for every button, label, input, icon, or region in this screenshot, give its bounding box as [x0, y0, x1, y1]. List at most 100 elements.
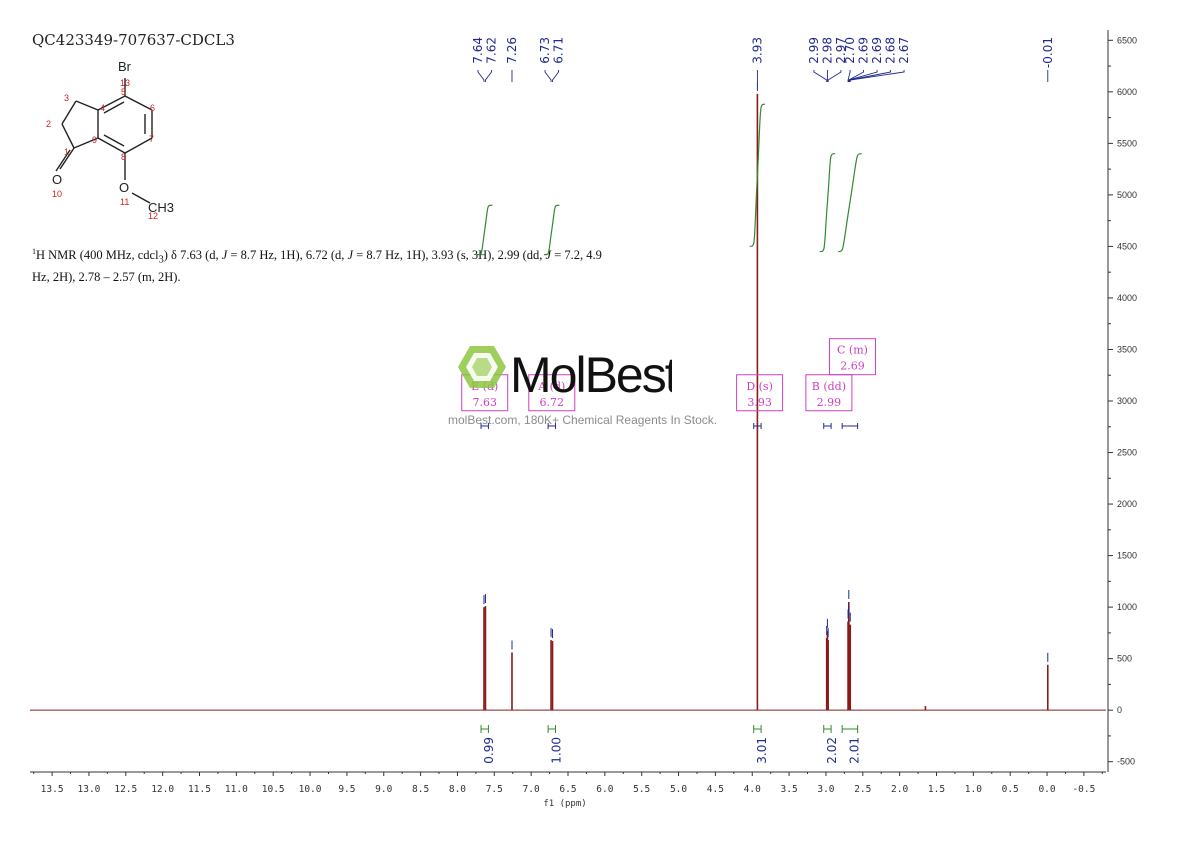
integral-value: 2.02 [825, 737, 839, 764]
y-tick-label: 6500 [1117, 35, 1137, 45]
peak-label: 3.93 [750, 37, 764, 64]
atom-label-o-ether: O [119, 180, 129, 195]
y-tick-label: 1000 [1117, 602, 1137, 612]
peak-label: 6.71 [552, 37, 566, 64]
structure-bonds [55, 78, 153, 204]
multiplet-label: A (d) [537, 380, 565, 393]
x-tick-label: 13.0 [78, 784, 101, 795]
x-tick-label: 10.0 [299, 784, 322, 795]
x-tick-label: 5.5 [633, 784, 650, 795]
molbest-brand-text: MolBest [510, 347, 672, 402]
multiplet-shift: 2.69 [840, 360, 865, 373]
sample-title: QC423349-707637-CDCL3 [32, 31, 235, 49]
atom-number-9: 9 [92, 135, 97, 145]
peak-label: 2.97 [834, 37, 848, 64]
x-tick-label: 1.0 [965, 784, 982, 795]
peak-label: 7.62 [484, 37, 498, 64]
x-tick-label: 0.0 [1038, 784, 1055, 795]
peak-label-leader [849, 70, 892, 82]
integral-value: 2.01 [847, 737, 861, 764]
multiplet-label: D (s) [746, 380, 773, 393]
peak-label-leader [848, 70, 878, 82]
atom-number-13: 13 [120, 78, 130, 88]
atom-number-11: 11 [120, 197, 129, 207]
multiplet-label: B (dd) [812, 380, 846, 393]
integral-curve [544, 204, 560, 256]
multiplet-box [805, 374, 853, 412]
peak-label-leader [827, 70, 842, 82]
desc-part-3: = 8.7 Hz, 1H), 6.72 (d, [227, 248, 348, 263]
x-tick-label: 2.0 [891, 784, 908, 795]
coupling-j-1: J [221, 248, 228, 263]
peak-label: 2.67 [897, 37, 911, 64]
multiplet-shift: 2.99 [817, 396, 842, 409]
nmr-description: 1H NMR (400 MHz, cdcl3) δ 7.63 (d, J = 8… [32, 244, 612, 285]
y-tick-label: -500 [1117, 757, 1135, 767]
multiplet-label: C (m) [837, 344, 868, 357]
x-tick-label: 3.0 [817, 784, 834, 795]
integral-value: 1.00 [549, 737, 563, 764]
watermark-tagline: molBest.com, 180K+ Chemical Reagents In … [448, 413, 718, 427]
x-tick-label: 11.0 [225, 784, 248, 795]
peak-label: 2.68 [884, 37, 898, 64]
x-tick-label: 11.5 [188, 784, 211, 795]
peak-label: 2.69 [857, 37, 871, 64]
chemical-structure: Br 13 3 4 5 6 2 9 7 1 8 O 10 O 11 CH3 12 [46, 59, 174, 221]
x-tick-label: 2.5 [854, 784, 871, 795]
desc-part-2: ) δ 7.63 (d, [163, 248, 222, 263]
atom-number-7: 7 [149, 134, 154, 144]
atom-number-1: 1 [64, 147, 69, 157]
x-tick-label: 4.0 [744, 784, 761, 795]
x-tick-label: 7.5 [486, 784, 503, 795]
y-tick-label: 0 [1117, 705, 1122, 715]
peak-label-leader [485, 70, 492, 82]
peak-label-leader [849, 70, 905, 82]
atom-number-2: 2 [46, 119, 51, 129]
y-tick-label: 4500 [1117, 241, 1137, 251]
x-tick-label: 9.5 [338, 784, 355, 795]
desc-part-4: = 8.7 Hz, 1H), 3.93 (s, 3H), 2.99 (dd, [353, 248, 546, 263]
x-axis-title: f1 (ppm) [543, 799, 586, 809]
peak-label: 2.99 [807, 37, 821, 64]
x-tick-label: 4.5 [707, 784, 724, 795]
multiplet-layer: E (d)7.63A (d)6.72D (s)3.93B (dd)2.99C (… [461, 338, 876, 429]
multiplet-shift: 7.63 [472, 396, 497, 409]
integral-curve [838, 153, 862, 253]
atom-number-4: 4 [100, 103, 105, 113]
peak-label-leader [813, 70, 828, 82]
atom-number-12: 12 [148, 211, 158, 221]
integral-value: 3.01 [755, 737, 769, 764]
y-tick-label: 4000 [1117, 293, 1137, 303]
peak-label: -0.01 [1041, 37, 1055, 68]
benzene-logo-icon [458, 346, 506, 388]
x-tick-label: 1.5 [928, 784, 945, 795]
desc-subscript-3: 3 [158, 254, 164, 266]
multiplet-box [528, 374, 576, 412]
x-tick-label: 6.5 [559, 784, 576, 795]
integral-curve [749, 103, 766, 248]
y-tick-label: 5000 [1117, 190, 1137, 200]
desc-part-1: H NMR (400 MHz, cdcl [36, 248, 159, 263]
x-tick-label: 8.5 [412, 784, 429, 795]
peak-label-leader [544, 70, 552, 82]
x-tick-label: 9.0 [375, 784, 392, 795]
nucleus-superscript: 1 [32, 247, 36, 256]
y-tick-label: 2000 [1117, 499, 1137, 509]
x-tick-label: 12.0 [151, 784, 174, 795]
y-tick-label: 2500 [1117, 448, 1137, 458]
x-tick-label: 5.0 [670, 784, 687, 795]
x-tick-label: 7.0 [523, 784, 540, 795]
atom-number-10: 10 [52, 189, 62, 199]
multiplet-shift: 6.72 [540, 396, 565, 409]
peak-label-leader [552, 70, 559, 82]
peak-label: 7.64 [471, 37, 485, 64]
y-tick-label: 5500 [1117, 138, 1137, 148]
peak-label-layer: 7.64 7.62 7.26 6.73 6.71 3.93 2.99 2.98 2.972.70… [471, 37, 1055, 662]
atom-label-o-carbonyl: O [52, 172, 62, 187]
x-tick-label: 3.5 [781, 784, 798, 795]
x-tick-label: 6.0 [596, 784, 613, 795]
y-tick-label: 3000 [1117, 396, 1137, 406]
y-tick-label: 1500 [1117, 551, 1137, 561]
multiplet-shift: 3.93 [747, 396, 772, 409]
